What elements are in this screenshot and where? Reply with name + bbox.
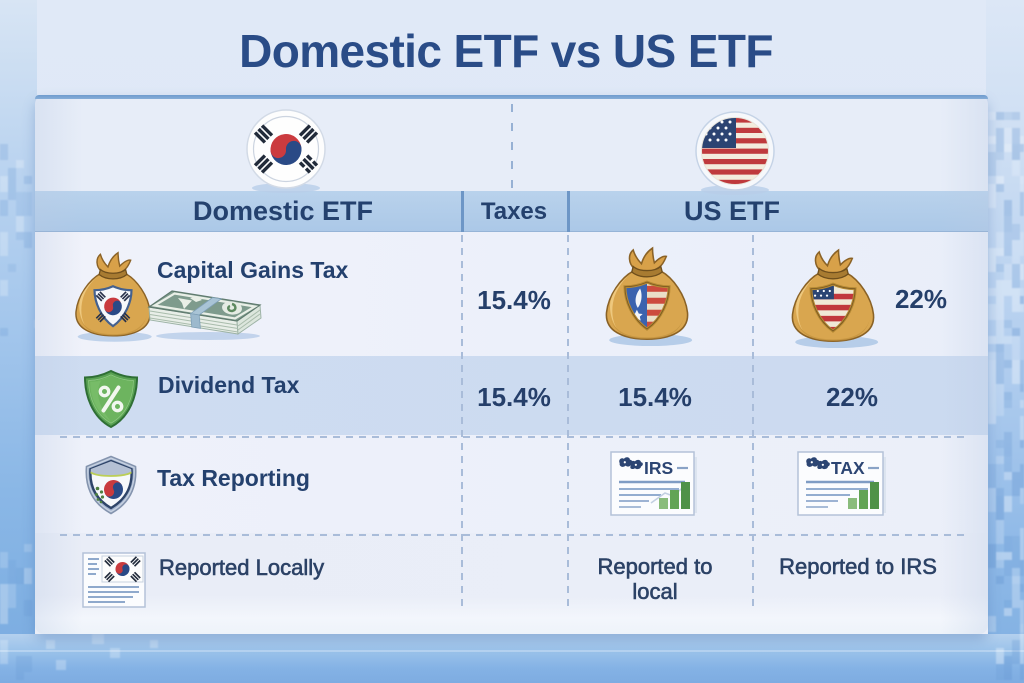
svg-text:TAX: TAX (831, 458, 865, 478)
svg-text:IRS: IRS (644, 458, 673, 478)
